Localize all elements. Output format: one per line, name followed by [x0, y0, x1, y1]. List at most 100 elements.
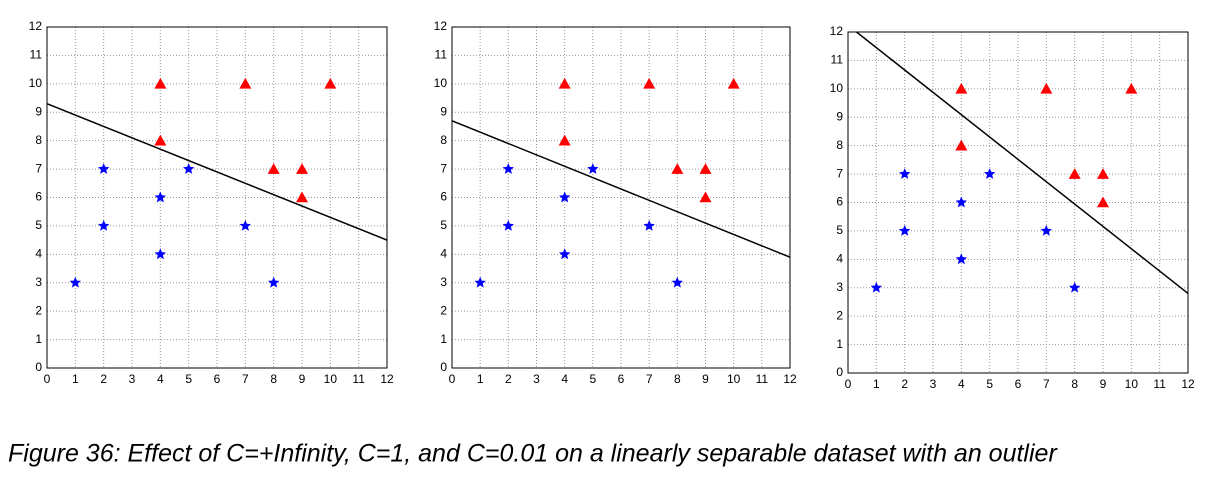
- y-tick-label: 1: [35, 332, 42, 346]
- triangle-point: [699, 191, 712, 203]
- star-point: [587, 163, 599, 174]
- triangle-point: [955, 82, 968, 94]
- star-point: [69, 276, 81, 288]
- x-tick-label: 2: [100, 372, 107, 386]
- y-tick-label: 4: [440, 247, 447, 261]
- y-tick-label: 12: [29, 19, 43, 33]
- x-tick-label: 8: [674, 372, 681, 386]
- x-tick-label: 12: [783, 372, 797, 386]
- x-tick-label: 3: [129, 372, 136, 386]
- star-point: [643, 219, 655, 231]
- star-point: [502, 163, 514, 174]
- x-tick-label: 5: [589, 372, 596, 386]
- x-tick-label: 0: [449, 372, 456, 386]
- x-tick-label: 6: [214, 372, 221, 386]
- boundary-line: [451, 120, 791, 258]
- star-point: [984, 168, 996, 179]
- x-tick-label: 12: [380, 372, 394, 386]
- x-tick-label: 9: [1100, 377, 1107, 391]
- star-point: [870, 281, 882, 293]
- x-tick-label: 7: [646, 372, 653, 386]
- x-tick-label: 4: [157, 372, 164, 386]
- star-point: [1069, 281, 1081, 293]
- star-point: [955, 196, 967, 208]
- triangle-point: [643, 77, 656, 89]
- x-tick-label: 10: [1125, 377, 1139, 391]
- triangle-point: [1097, 196, 1109, 208]
- y-tick-label: 2: [440, 303, 447, 317]
- x-tick-label: 7: [1043, 377, 1050, 391]
- y-tick-label: 3: [35, 275, 42, 289]
- y-tick-label: 5: [836, 223, 843, 237]
- plot-frame: [46, 26, 388, 369]
- star-point: [1040, 224, 1052, 236]
- triangle-point: [296, 191, 308, 203]
- x-tick-label: 11: [1153, 377, 1166, 391]
- y-tick-label: 0: [836, 365, 843, 379]
- star-point: [502, 219, 514, 231]
- x-tick-label: 4: [561, 372, 568, 386]
- star-point: [239, 219, 251, 231]
- x-tick-label: 10: [324, 372, 338, 386]
- plot-frame: [847, 31, 1189, 374]
- triangle-point: [296, 163, 308, 174]
- y-tick-label: 9: [35, 104, 42, 118]
- star-point: [98, 163, 110, 174]
- triangle-point: [955, 139, 968, 151]
- y-tick-label: 7: [440, 161, 447, 175]
- y-tick-label: 10: [830, 81, 844, 95]
- star-point: [955, 253, 967, 265]
- y-tick-label: 5: [35, 218, 42, 232]
- star-point: [474, 276, 486, 288]
- x-tick-label: 1: [477, 372, 484, 386]
- y-tick-label: 11: [435, 48, 448, 62]
- triangle-point: [239, 77, 252, 89]
- y-tick-label: 9: [440, 104, 447, 118]
- triangle-point: [1040, 82, 1053, 94]
- x-tick-label: 2: [505, 372, 512, 386]
- x-tick-label: 11: [352, 372, 365, 386]
- y-tick-label: 11: [30, 48, 43, 62]
- star-point: [559, 191, 571, 203]
- y-tick-label: 6: [836, 195, 843, 209]
- triangle-point: [324, 77, 337, 89]
- star-point: [899, 224, 911, 236]
- y-tick-label: 2: [836, 308, 843, 322]
- triangle-point: [727, 77, 740, 89]
- x-tick-label: 2: [901, 377, 908, 391]
- triangle-point: [671, 163, 684, 174]
- x-tick-label: 10: [727, 372, 741, 386]
- triangle-point: [1125, 82, 1138, 94]
- y-tick-label: 3: [836, 280, 843, 294]
- triangle-point: [1097, 168, 1109, 179]
- y-tick-label: 10: [434, 76, 448, 90]
- x-tick-label: 3: [930, 377, 937, 391]
- y-tick-label: 3: [440, 275, 447, 289]
- triangle-point: [558, 77, 571, 89]
- y-tick-label: 8: [35, 133, 42, 147]
- x-tick-label: 6: [1015, 377, 1022, 391]
- y-tick-label: 4: [836, 252, 843, 266]
- triangle-point: [267, 163, 280, 174]
- y-tick-label: 4: [35, 247, 42, 261]
- y-tick-label: 12: [434, 19, 448, 33]
- x-tick-label: 11: [756, 372, 769, 386]
- caption: Figure 36: Effect of C=+Infinity, C=1, a…: [8, 440, 1058, 468]
- x-tick-label: 9: [702, 372, 709, 386]
- x-tick-label: 4: [958, 377, 965, 391]
- x-tick-label: 1: [72, 372, 79, 386]
- x-tick-label: 9: [299, 372, 306, 386]
- y-tick-label: 12: [830, 24, 844, 38]
- y-tick-label: 11: [831, 53, 844, 67]
- star-point: [154, 248, 166, 260]
- y-tick-label: 10: [29, 76, 43, 90]
- star-point: [671, 276, 683, 288]
- y-tick-label: 7: [35, 161, 42, 175]
- x-tick-label: 6: [618, 372, 625, 386]
- x-tick-label: 3: [533, 372, 540, 386]
- y-tick-label: 1: [836, 337, 843, 351]
- x-tick-label: 8: [270, 372, 277, 386]
- y-tick-label: 1: [440, 332, 447, 346]
